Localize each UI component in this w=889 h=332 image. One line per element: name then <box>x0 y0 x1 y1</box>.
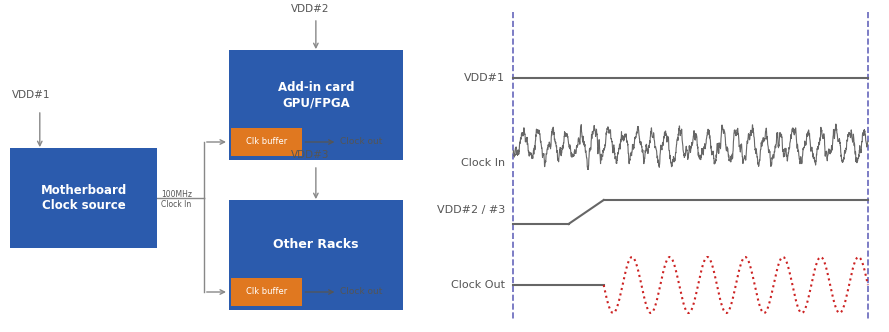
FancyBboxPatch shape <box>231 128 302 156</box>
FancyBboxPatch shape <box>228 200 403 310</box>
Text: VDD#2: VDD#2 <box>291 4 330 14</box>
Text: Clock out: Clock out <box>340 288 382 296</box>
Text: Add-in card
GPU/FPGA: Add-in card GPU/FPGA <box>277 81 354 109</box>
Text: Clk buffer: Clk buffer <box>246 288 287 296</box>
Text: VDD#1: VDD#1 <box>464 73 505 83</box>
Text: 100MHz
Clock In: 100MHz Clock In <box>161 190 192 209</box>
Text: VDD#2 / #3: VDD#2 / #3 <box>437 205 505 215</box>
Text: VDD#1: VDD#1 <box>12 90 51 100</box>
Text: VDD#3: VDD#3 <box>291 150 330 160</box>
Text: Clock In: Clock In <box>461 158 505 168</box>
Text: Clock Out: Clock Out <box>452 280 505 290</box>
Text: Motherboard
Clock source: Motherboard Clock source <box>40 184 127 212</box>
FancyBboxPatch shape <box>228 50 403 160</box>
Text: Other Racks: Other Racks <box>273 238 358 252</box>
FancyBboxPatch shape <box>231 278 302 306</box>
FancyBboxPatch shape <box>10 148 157 248</box>
Text: Clock out: Clock out <box>340 137 382 146</box>
Text: Clk buffer: Clk buffer <box>246 137 287 146</box>
